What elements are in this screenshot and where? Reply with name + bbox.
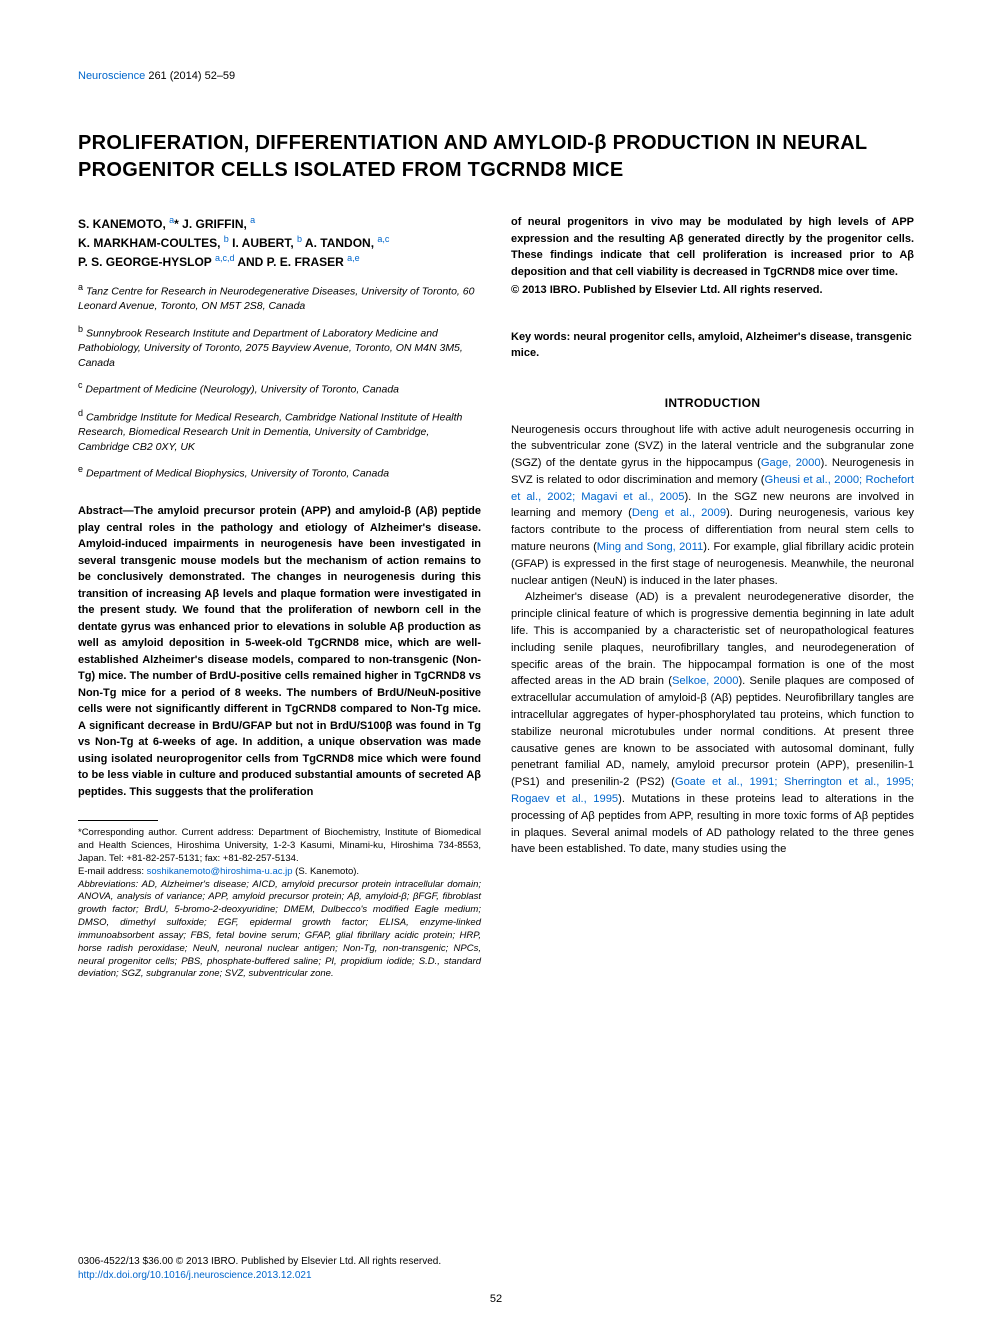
keywords: Key words: neural progenitor cells, amyl… [511,329,914,362]
page-number: 52 [0,1293,992,1305]
intro-text: ). Senile plaques are composed of extrac… [511,675,914,788]
affiliation-a: a Tanz Centre for Research in Neurodegen… [78,281,481,314]
affiliation-b: b Sunnybrook Research Institute and Depa… [78,323,481,371]
journal-header: Neuroscience 261 (2014) 52–59 [78,70,914,82]
corresponding-author: *Corresponding author. Current address: … [78,827,481,865]
footer-copyright: 0306-4522/13 $36.00 © 2013 IBRO. Publish… [78,1255,914,1269]
abstract-left: Abstract—The amyloid precursor protein (… [78,503,481,800]
abbreviations: Abbreviations: AD, Alzheimer's disease; … [78,879,481,982]
journal-name-link[interactable]: Neuroscience [78,70,145,82]
citation-link[interactable]: Ming and Song, 2011 [597,541,703,553]
introduction-body: Neurogenesis occurs throughout life with… [511,422,914,859]
affil-link[interactable]: a,c,d [215,253,235,263]
two-column-layout: S. KANEMOTO, a* J. GRIFFIN, a K. MARKHAM… [78,214,914,981]
affiliation-text: Department of Medical Biophysics, Univer… [86,468,389,480]
footnote-divider [78,820,158,821]
left-column: S. KANEMOTO, a* J. GRIFFIN, a K. MARKHAM… [78,214,481,981]
affiliation-text: Sunnybrook Research Institute and Depart… [78,327,463,368]
author-text: J. GRIFFIN, [179,217,250,231]
abbreviations-text: Abbreviations: AD, Alzheimer's disease; … [78,879,481,980]
affiliation-text: Department of Medicine (Neurology), Univ… [85,384,399,396]
affil-link[interactable]: a [250,215,255,225]
author-text: K. MARKHAM-COULTES, [78,236,224,250]
citation-link[interactable]: Selkoe, 2000 [672,675,738,687]
footnotes: *Corresponding author. Current address: … [78,827,481,981]
doi-link[interactable]: http://dx.doi.org/10.1016/j.neuroscience… [78,1270,312,1281]
affiliation-text: Cambridge Institute for Medical Research… [78,411,462,452]
author-list: S. KANEMOTO, a* J. GRIFFIN, a K. MARKHAM… [78,214,481,271]
affil-link[interactable]: a,e [347,253,360,263]
author-text: AND P. E. FRASER [234,255,347,269]
affil-link[interactable]: a,c [377,234,389,244]
email-label: E-mail address: [78,866,147,877]
abstract-right: of neural progenitors in vivo may be mod… [511,214,914,280]
right-column: of neural progenitors in vivo may be mod… [511,214,914,981]
email-line: E-mail address: soshikanemoto@hiroshima-… [78,866,481,879]
intro-text: Alzheimer's disease (AD) is a prevalent … [511,591,914,687]
intro-paragraph-2: Alzheimer's disease (AD) is a prevalent … [511,589,914,858]
affiliation-c: c Department of Medicine (Neurology), Un… [78,379,481,397]
journal-issue: 261 (2014) 52–59 [145,70,235,82]
affiliation-e: e Department of Medical Biophysics, Univ… [78,463,481,481]
author-text: A. TANDON, [302,236,377,250]
email-after: (S. Kanemoto). [293,866,360,877]
article-title: PROLIFERATION, DIFFERENTIATION AND AMYLO… [78,130,914,184]
affiliation-text: Tanz Centre for Research in Neurodegener… [78,286,474,313]
introduction-heading: INTRODUCTION [511,396,914,410]
page-footer: 0306-4522/13 $36.00 © 2013 IBRO. Publish… [78,1255,914,1283]
copyright-line: © 2013 IBRO. Published by Elsevier Ltd. … [511,282,914,299]
author-text: S. KANEMOTO, [78,217,169,231]
intro-paragraph-1: Neurogenesis occurs throughout life with… [511,422,914,590]
author-text: P. S. GEORGE-HYSLOP [78,255,215,269]
author-text: I. AUBERT, [229,236,297,250]
citation-link[interactable]: Gage, 2000 [761,457,821,469]
email-link[interactable]: soshikanemoto@hiroshima-u.ac.jp [147,866,293,877]
affiliation-d: d Cambridge Institute for Medical Resear… [78,407,481,455]
citation-link[interactable]: Deng et al., 2009 [632,507,726,519]
